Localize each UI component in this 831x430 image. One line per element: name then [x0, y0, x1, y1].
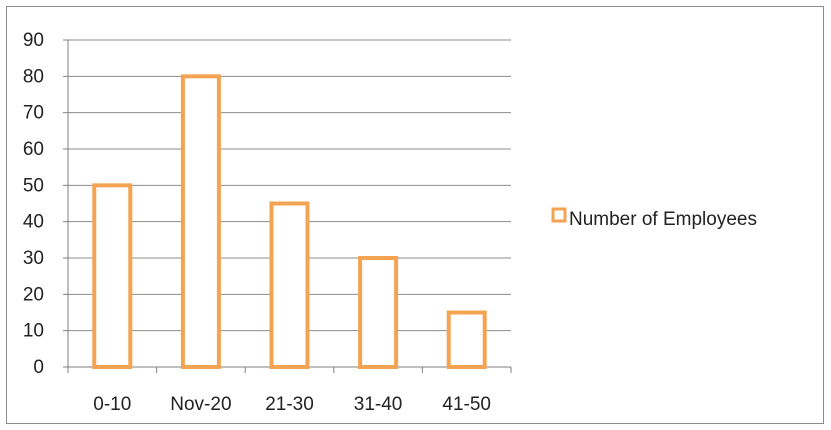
y-tick-label: 70	[23, 103, 44, 124]
bar	[446, 310, 487, 369]
bar	[269, 201, 310, 369]
x-tick-label: 31-40	[354, 394, 403, 415]
x-tick-label: 0-10	[93, 394, 131, 415]
y-tick-label: 40	[23, 212, 44, 233]
legend-swatch	[551, 207, 567, 223]
y-tick-label: 80	[23, 66, 44, 87]
x-tick-labels: 0-10 Nov-20 21-30 31-40 41-50	[93, 394, 491, 415]
legend: Number of Employees	[551, 207, 757, 230]
x-tick-label: Nov-20	[170, 394, 231, 415]
x-tick-label: 21-30	[265, 394, 314, 415]
legend-label: Number of Employees	[569, 209, 757, 230]
y-tick-label: 30	[23, 248, 44, 269]
y-tick-label: 60	[23, 139, 44, 160]
y-tick-label: 0	[33, 357, 44, 378]
bar	[358, 256, 399, 369]
chart-frame	[6, 6, 824, 424]
bars	[92, 74, 487, 369]
y-tick-label: 50	[23, 175, 44, 196]
gridlines	[68, 39, 511, 332]
bar	[92, 183, 133, 369]
y-tick-label: 10	[23, 321, 44, 342]
y-tick-label: 90	[23, 30, 44, 51]
bar	[180, 74, 221, 369]
y-tick-label: 20	[23, 284, 44, 305]
x-tick-label: 41-50	[442, 394, 491, 415]
y-tick-labels: 0 10 20 30 40 50 60 70 80 90	[23, 30, 44, 378]
